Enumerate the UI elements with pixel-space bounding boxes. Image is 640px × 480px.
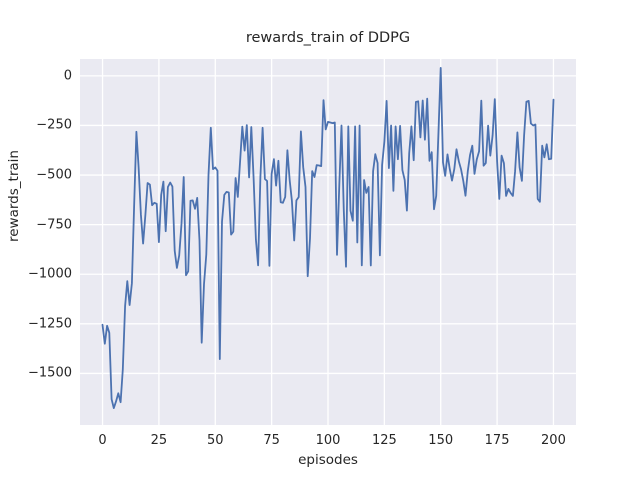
- y-axis-label: rewards_train: [6, 150, 22, 242]
- x-tick-label: 150: [428, 433, 454, 448]
- y-tick-label: −500: [36, 167, 72, 183]
- y-tick-label: −750: [36, 217, 72, 233]
- y-tick-label: −250: [36, 117, 72, 133]
- x-tick-label: 175: [484, 433, 510, 448]
- x-tick-label: 200: [541, 433, 566, 448]
- x-axis-label: episodes: [298, 452, 358, 468]
- y-tick-label: −1250: [28, 316, 72, 332]
- x-tick-label: 0: [98, 433, 107, 448]
- x-tick-label: 50: [206, 433, 224, 448]
- line-chart: [80, 59, 576, 425]
- y-tick-label: −1000: [28, 266, 72, 282]
- y-tick-label: −1500: [28, 365, 72, 381]
- x-tick-label: 25: [150, 433, 168, 448]
- x-tick-label: 100: [315, 433, 341, 448]
- data-series-line: [101, 66, 555, 410]
- x-tick-label: 125: [371, 433, 397, 448]
- y-tick-label: 0: [63, 68, 72, 84]
- chart-title: rewards_train of DDPG: [245, 30, 411, 46]
- x-tick-label: 75: [263, 433, 280, 448]
- plot-area: [80, 59, 576, 425]
